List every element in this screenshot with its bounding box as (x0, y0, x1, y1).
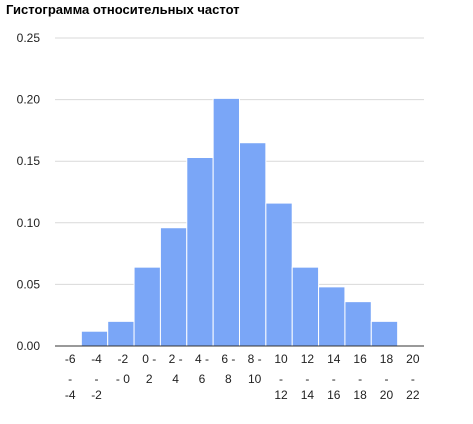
x-tick-label: 12 (301, 352, 315, 366)
x-tick-label: 16 (353, 352, 367, 366)
x-tick-label: - (358, 372, 362, 386)
x-tick-label: -6 (65, 352, 76, 366)
x-tick-label: - (384, 372, 388, 386)
x-tick-label: 18 (353, 388, 367, 402)
histogram-bar (80, 330, 109, 347)
histogram-bar (159, 227, 188, 347)
y-tick-label: 0.00 (17, 339, 41, 353)
bars (80, 97, 399, 347)
x-tick-label: 8 - (248, 352, 262, 366)
x-tick-label: -2 (91, 388, 102, 402)
x-tick-label: 16 (327, 388, 341, 402)
y-tick-label: 0.15 (17, 154, 41, 168)
histogram-bar (186, 157, 214, 347)
x-tick-label: 18 (380, 352, 394, 366)
x-tick-label: -4 (91, 352, 102, 366)
x-tick-label: 22 (406, 388, 420, 402)
x-tick-label: 4 (172, 372, 179, 386)
x-tick-label: - (305, 372, 309, 386)
y-tick-label: 0.25 (17, 31, 41, 45)
x-tick-label: 2 (146, 372, 153, 386)
y-tick-label: 0.05 (17, 277, 41, 291)
x-tick-label: 14 (301, 388, 315, 402)
x-tick-label: - 0 (116, 372, 130, 386)
x-tick-label: 12 (274, 388, 288, 402)
histogram-bar (265, 202, 293, 347)
x-tick-label: 14 (327, 352, 341, 366)
x-tick-label: 4 - (195, 352, 209, 366)
x-tick-label: -4 (65, 388, 76, 402)
histogram-bar (344, 301, 372, 347)
x-tick-label: 8 (225, 372, 232, 386)
histogram-bar (291, 266, 320, 347)
x-tick-label: 10 (274, 352, 288, 366)
x-tick-labels: -6--4-4--2-2- 00 -22 -44 -66 -88 -1010-1… (65, 352, 420, 402)
y-tick-labels: 0.00 0.05 0.10 0.15 0.20 0.25 (17, 31, 41, 353)
x-tick-label: 10 (248, 372, 262, 386)
x-tick-label: - (68, 372, 72, 386)
x-tick-label: 20 (380, 388, 394, 402)
histogram-bar (107, 320, 135, 347)
x-tick-label: 6 (199, 372, 206, 386)
x-tick-label: 0 - (142, 352, 156, 366)
x-tick-label: 20 (406, 352, 420, 366)
x-tick-label: - (279, 372, 283, 386)
histogram-bar (370, 320, 399, 347)
y-tick-label: 0.20 (17, 93, 41, 107)
x-tick-label: - (95, 372, 99, 386)
y-tick-label: 0.10 (17, 216, 41, 230)
x-tick-label: -2 (118, 352, 129, 366)
chart-title: Гистограмма относительных частот (6, 2, 240, 17)
x-tick-label: 6 - (221, 352, 235, 366)
histogram-bar (239, 142, 267, 347)
histogram-bar (212, 97, 240, 347)
x-tick-label: 2 - (169, 352, 183, 366)
histogram-bar (133, 266, 161, 347)
x-tick-label: - (332, 372, 336, 386)
x-tick-label: - (411, 372, 415, 386)
histogram-bar (318, 286, 346, 347)
